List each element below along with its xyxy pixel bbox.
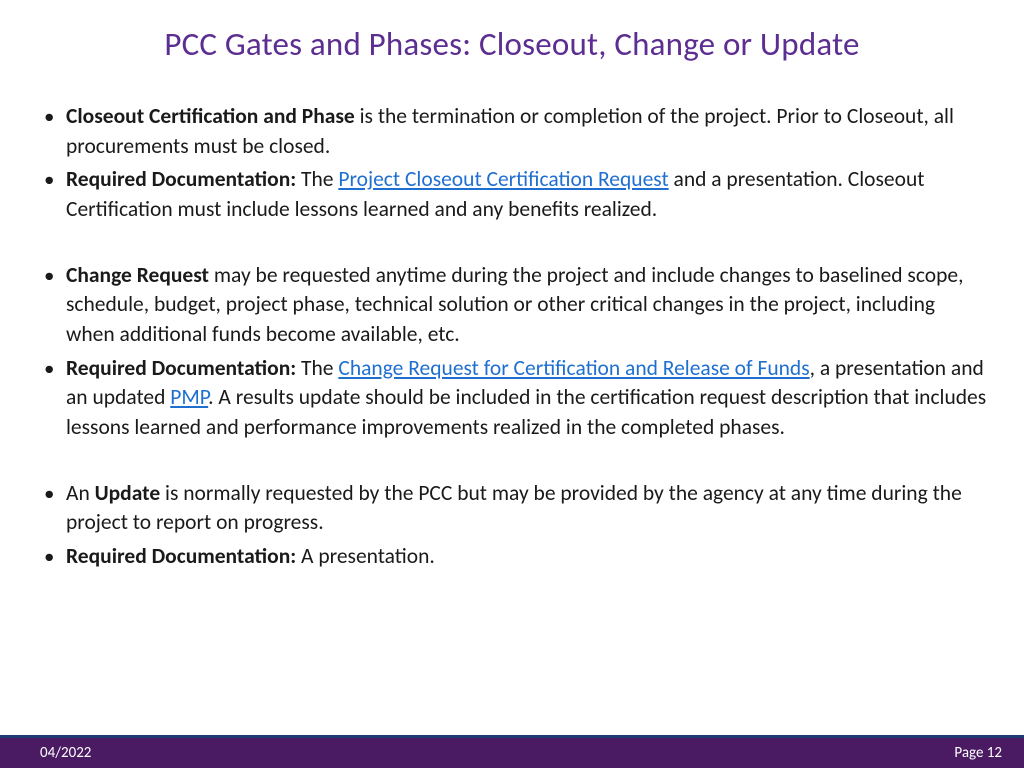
bullet-item: Required Documentation: The Change Reque… bbox=[36, 354, 988, 443]
slide: PCC Gates and Phases: Closeout, Change o… bbox=[0, 0, 1024, 768]
bullet-bold: Required Documentation: bbox=[66, 543, 296, 569]
link-pmp[interactable]: PMP bbox=[170, 384, 208, 410]
bullet-text: An bbox=[66, 480, 95, 506]
bullet-item: An Update is normally requested by the P… bbox=[36, 479, 988, 538]
slide-footer: 04/2022 Page 12 bbox=[0, 738, 1024, 768]
link-project-closeout[interactable]: Project Closeout Certification Request bbox=[338, 166, 668, 192]
bullet-text: The bbox=[296, 166, 338, 192]
slide-title: PCC Gates and Phases: Closeout, Change o… bbox=[0, 0, 1024, 64]
footer-page: Page 12 bbox=[954, 744, 1002, 762]
slide-content: Closeout Certification and Phase is the … bbox=[0, 64, 1024, 572]
spacer bbox=[36, 447, 988, 479]
bullet-text: A presentation. bbox=[296, 543, 435, 569]
bullet-bold: Update bbox=[95, 480, 161, 506]
bullet-bold: Change Request bbox=[66, 262, 209, 288]
bullet-item: Change Request may be requested anytime … bbox=[36, 261, 988, 350]
link-change-request[interactable]: Change Request for Certification and Rel… bbox=[338, 355, 809, 381]
bullet-item: Closeout Certification and Phase is the … bbox=[36, 102, 988, 161]
bullet-bold: Required Documentation: bbox=[66, 355, 296, 381]
bullet-bold: Closeout Certification and Phase bbox=[66, 103, 355, 129]
bullet-list: Closeout Certification and Phase is the … bbox=[36, 102, 988, 572]
bullet-text: is normally requested by the PCC but may… bbox=[66, 480, 962, 536]
footer-date: 04/2022 bbox=[40, 744, 91, 762]
bullet-text: The bbox=[296, 355, 338, 381]
spacer bbox=[36, 229, 988, 261]
bullet-item: Required Documentation: The Project Clos… bbox=[36, 165, 988, 224]
bullet-item: Required Documentation: A presentation. bbox=[36, 542, 988, 572]
bullet-bold: Required Documentation: bbox=[66, 166, 296, 192]
